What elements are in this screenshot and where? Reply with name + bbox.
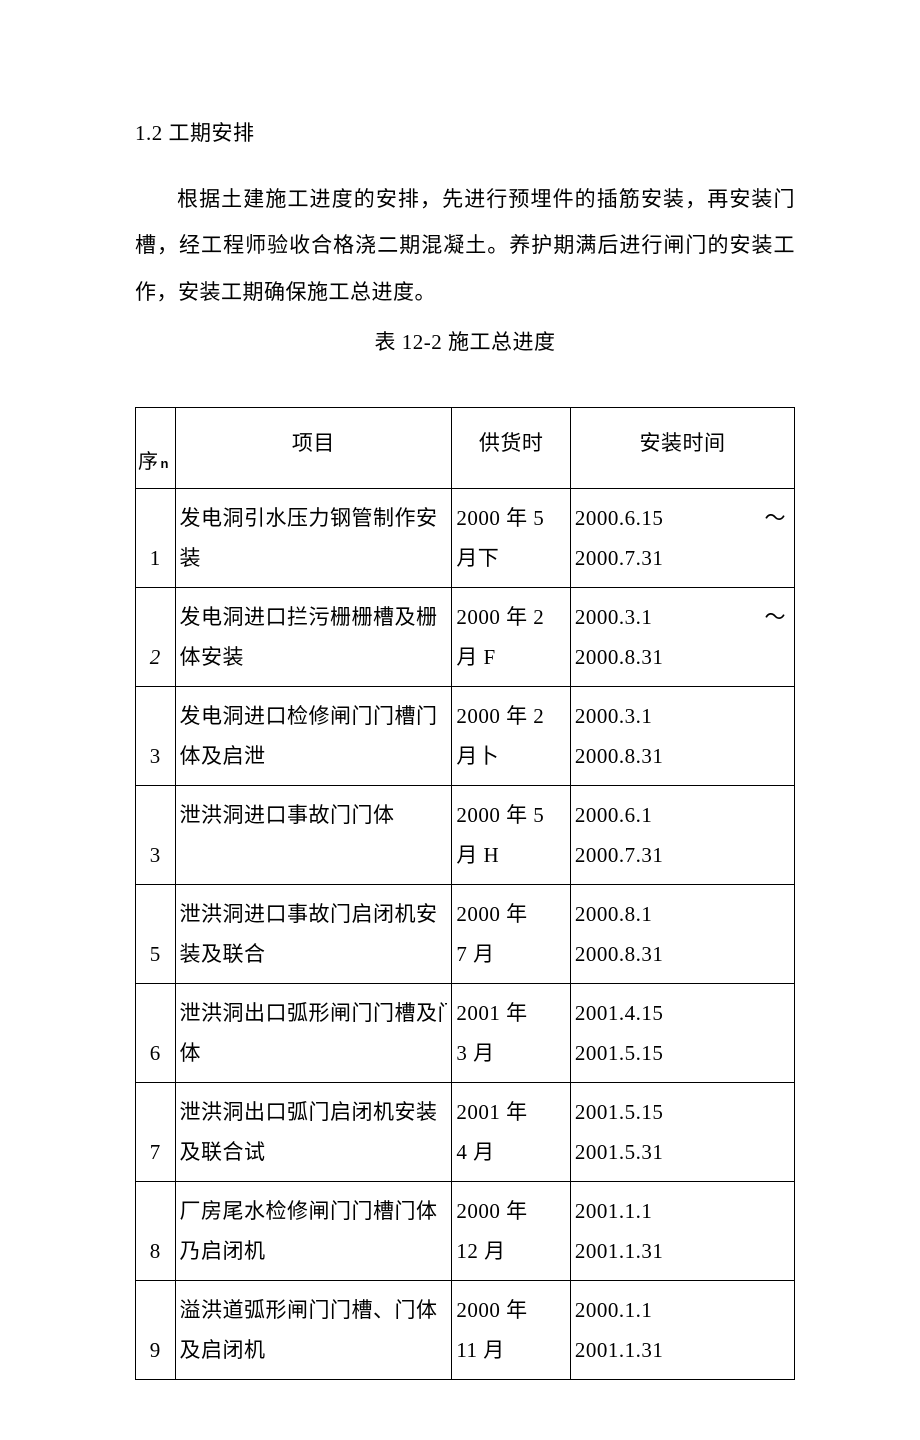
cell-install-line2: 2001.5.31 [575, 1129, 790, 1175]
cell-install-line2: 2000.7.31 [575, 535, 790, 581]
col-header-seq-label: 序 [138, 451, 159, 473]
col-header-install: 安装时间 [570, 407, 794, 488]
table-body: 1发电洞引水压力钢管制作安装2000 年 5月下2000.6.15～2000.7… [136, 488, 795, 1379]
section-heading: 1.2 工期安排 [135, 110, 795, 156]
cell-supply: 2000 年 5月下 [452, 488, 571, 587]
table-caption: 表 12-2 施工总进度 [135, 319, 795, 365]
seq-number: 9 [136, 1327, 175, 1373]
cell-supply-line2: 4 月 [456, 1129, 566, 1175]
cell-project: 泄洪洞出口弧形闸门门槽及门体 [175, 983, 452, 1082]
cell-seq: 5 [136, 884, 176, 983]
cell-project: 发电洞进口拦污栅栅槽及栅体安装 [175, 587, 452, 686]
cell-install-line2: 2000.8.31 [575, 634, 790, 680]
cell-install: 2001.5.152001.5.31 [570, 1082, 794, 1181]
table-row: 3泄洪洞进口事故门门体2000 年 5月 H2000.6.12000.7.31 [136, 785, 795, 884]
cell-seq: 6 [136, 983, 176, 1082]
cell-install: 2000.3.1～2000.8.31 [570, 587, 794, 686]
cell-supply: 2000 年 2月卜 [452, 686, 571, 785]
table-row: 2发电洞进口拦污栅栅槽及栅体安装2000 年 2月 F2000.3.1～2000… [136, 587, 795, 686]
table-row: 7泄洪洞出口弧门启闭机安装及联合试2001 年4 月2001.5.152001.… [136, 1082, 795, 1181]
cell-project: 泄洪洞出口弧门启闭机安装及联合试 [175, 1082, 452, 1181]
cell-supply-line2: 11 月 [456, 1327, 566, 1373]
table-row: 1发电洞引水压力钢管制作安装2000 年 5月下2000.6.15～2000.7… [136, 488, 795, 587]
seq-number: 8 [136, 1228, 175, 1274]
cell-supply-line2: 3 月 [456, 1030, 566, 1076]
cell-project: 发电洞引水压力钢管制作安装 [175, 488, 452, 587]
seq-number: 5 [136, 931, 175, 977]
cell-install: 2000.8.12000.8.31 [570, 884, 794, 983]
cell-project: 厂房尾水检修闸门门槽门体乃启闭机 [175, 1181, 452, 1280]
cell-seq: 1 [136, 488, 176, 587]
cell-install: 2000.6.15～2000.7.31 [570, 488, 794, 587]
body-paragraph: 根据土建施工进度的安排，先进行预埋件的插筋安装，再安装门槽，经工程师验收合格浇二… [135, 176, 795, 315]
cell-supply: 2000 年12 月 [452, 1181, 571, 1280]
cell-seq: 7 [136, 1082, 176, 1181]
col-header-seq-sub: n [161, 456, 169, 471]
cell-supply-line2: 月卜 [456, 733, 566, 779]
cell-install-line2: 2000.7.31 [575, 832, 790, 878]
table-row: 8厂房尾水检修闸门门槽门体乃启闭机2000 年12 月2001.1.12001.… [136, 1181, 795, 1280]
document-page: 1.2 工期安排 根据土建施工进度的安排，先进行预埋件的插筋安装，再安装门槽，经… [0, 0, 920, 1440]
seq-number: 7 [136, 1129, 175, 1175]
cell-supply-line2: 月 F [456, 634, 566, 680]
cell-seq: 2 [136, 587, 176, 686]
cell-seq: 3 [136, 785, 176, 884]
cell-install-line2: 2000.8.31 [575, 733, 790, 779]
cell-install: 2000.1.12001.1.31 [570, 1280, 794, 1379]
cell-install: 2000.6.12000.7.31 [570, 785, 794, 884]
cell-install: 2001.4.152001.5.15 [570, 983, 794, 1082]
table-row: 6泄洪洞出口弧形闸门门槽及门体2001 年3 月2001.4.152001.5.… [136, 983, 795, 1082]
cell-supply: 2000 年11 月 [452, 1280, 571, 1379]
cell-project-line2: 及联合试 [180, 1129, 448, 1175]
cell-supply-line2: 12 月 [456, 1228, 566, 1274]
cell-project-line2: 体安装 [180, 634, 448, 680]
cell-project-line2: 乃启闭机 [180, 1228, 448, 1274]
table-header-row: 序n 项目 供货时 安装时间 [136, 407, 795, 488]
cell-install-line2: 2000.8.31 [575, 931, 790, 977]
cell-supply: 2000 年 5月 H [452, 785, 571, 884]
col-header-supply: 供货时 [452, 407, 571, 488]
cell-supply: 2000 年 2月 F [452, 587, 571, 686]
cell-install: 2001.1.12001.1.31 [570, 1181, 794, 1280]
cell-supply-line2: 7 月 [456, 931, 566, 977]
cell-project-line2: 体 [180, 1030, 448, 1076]
cell-install-line2: 2001.1.31 [575, 1228, 790, 1274]
seq-number: 6 [136, 1030, 175, 1076]
cell-supply: 2000 年7 月 [452, 884, 571, 983]
cell-project: 发电洞进口检修闸门门槽门体及启泄 [175, 686, 452, 785]
cell-supply-line2: 月下 [456, 535, 566, 581]
cell-install-line2: 2001.1.31 [575, 1327, 790, 1373]
schedule-table: 序n 项目 供货时 安装时间 1发电洞引水压力钢管制作安装2000 年 5月下2… [135, 407, 795, 1380]
cell-project-line1: 泄洪洞进口事故门门体 [180, 792, 448, 838]
col-header-seq: 序n [136, 407, 176, 488]
cell-project-line2: 装 [180, 535, 448, 581]
cell-supply-line2: 月 H [456, 832, 566, 878]
cell-seq: 3 [136, 686, 176, 785]
col-header-project: 项目 [175, 407, 452, 488]
cell-supply: 2001 年4 月 [452, 1082, 571, 1181]
cell-project-line2: 体及启泄 [180, 733, 448, 779]
table-row: 9溢洪道弧形闸门门槽、门体及启闭机2000 年11 月2000.1.12001.… [136, 1280, 795, 1379]
table-row: 3发电洞进口检修闸门门槽门体及启泄2000 年 2月卜2000.3.12000.… [136, 686, 795, 785]
cell-project-line2: 装及联合 [180, 931, 448, 977]
cell-seq: 9 [136, 1280, 176, 1379]
seq-number: 2 [136, 634, 175, 680]
table-row: 5泄洪洞进口事故门启闭机安装及联合2000 年7 月2000.8.12000.8… [136, 884, 795, 983]
cell-project-line2: 及启闭机 [180, 1327, 448, 1373]
cell-seq: 8 [136, 1181, 176, 1280]
seq-number: 3 [136, 733, 175, 779]
cell-project: 溢洪道弧形闸门门槽、门体及启闭机 [175, 1280, 452, 1379]
cell-project: 泄洪洞进口事故门启闭机安装及联合 [175, 884, 452, 983]
cell-install-line2: 2001.5.15 [575, 1030, 790, 1076]
seq-number: 1 [136, 535, 175, 581]
cell-install: 2000.3.12000.8.31 [570, 686, 794, 785]
cell-supply: 2001 年3 月 [452, 983, 571, 1082]
seq-number: 3 [136, 832, 175, 878]
cell-project: 泄洪洞进口事故门门体 [175, 785, 452, 884]
